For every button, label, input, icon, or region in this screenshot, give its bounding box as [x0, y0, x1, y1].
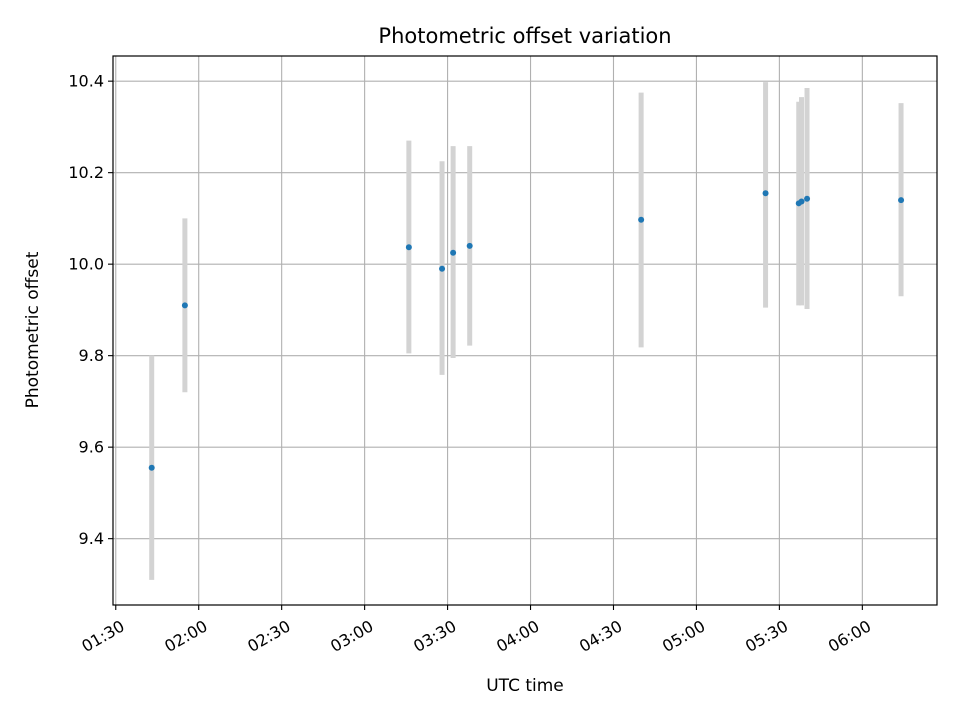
data-point — [466, 242, 473, 249]
data-point — [148, 464, 155, 471]
data-point — [450, 249, 457, 256]
x-axis-title: UTC time — [486, 676, 564, 696]
data-point — [439, 265, 446, 272]
y-tick-label: 9.4 — [79, 529, 104, 548]
y-tick-label: 10.4 — [68, 72, 104, 91]
data-point — [798, 198, 805, 205]
y-tick-label: 9.6 — [79, 438, 104, 457]
y-tick-label: 9.8 — [79, 346, 104, 365]
data-point — [638, 216, 645, 223]
data-points — [148, 190, 905, 471]
data-point — [405, 244, 412, 251]
data-point — [181, 302, 188, 309]
data-point — [898, 197, 905, 204]
plot-frame — [112, 55, 938, 606]
y-axis-ticks: 9.4 9.6 9.8 10.0 10.2 10.4 — [68, 72, 113, 548]
data-point — [804, 195, 811, 202]
y-axis-title: Photometric offset — [23, 251, 43, 408]
y-tick-label: 10.0 — [68, 255, 104, 274]
data-point — [762, 190, 769, 197]
y-tick-label: 10.2 — [68, 163, 104, 182]
chart-title: Photometric offset variation — [378, 24, 671, 48]
